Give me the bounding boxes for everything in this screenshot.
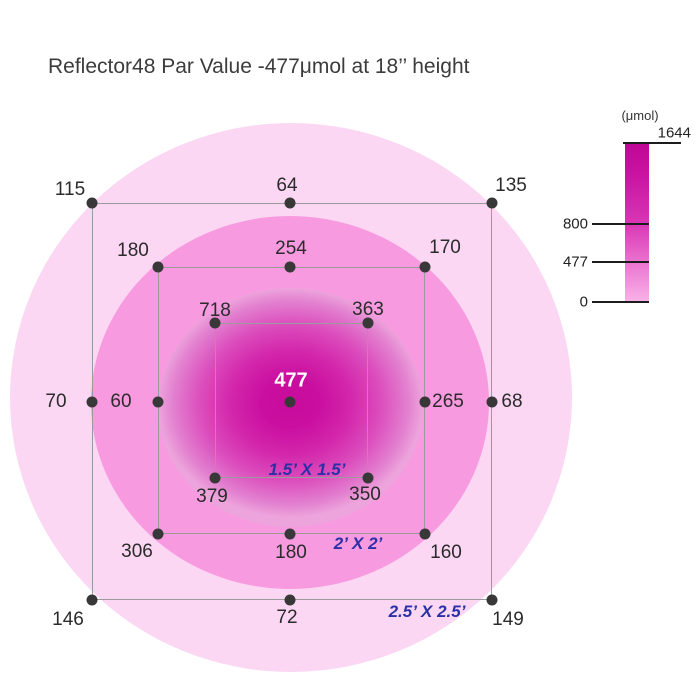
middle-bottom-mid-dot: [284, 528, 296, 540]
middle-top-right-dot: [419, 261, 431, 273]
outer-bottom-right-dot: [486, 594, 498, 606]
outer-bottom-left-value: 146: [52, 609, 84, 630]
outer-top-left-dot: [86, 197, 98, 209]
middle-mid-right-value: 265: [432, 391, 464, 412]
middle-top-left-value: 180: [117, 240, 149, 261]
outer-bottom-right-value: 149: [492, 609, 524, 630]
middle-top-mid-value: 254: [275, 238, 307, 259]
outer-top-mid-dot: [284, 197, 296, 209]
legend-tick-line-477: [592, 261, 649, 263]
inner-top-left-dot: [209, 317, 221, 329]
middle-bottom-left-value: 306: [121, 541, 153, 562]
inner-bottom-left-dot: [209, 472, 221, 484]
legend-tick-line-800: [592, 223, 649, 225]
legend-tick-line-0: [592, 301, 649, 303]
outer-mid-right-value: 68: [501, 391, 523, 412]
middle-mid-left-dot: [152, 396, 164, 408]
inner-top-left-value: 718: [199, 300, 231, 321]
inner-square: [215, 323, 368, 478]
inner-top-right-dot: [362, 317, 374, 329]
inner-square-area-label: 1.5’ X 1.5’: [268, 460, 346, 479]
legend-color-bar: [625, 143, 649, 302]
page-title: Reflector48 Par Value -477μmol at 18’’ h…: [48, 55, 470, 78]
middle-mid-left-value: 60: [110, 391, 132, 412]
middle-bottom-mid-value: 180: [275, 542, 307, 563]
middle-top-left-dot: [152, 261, 164, 273]
middle-top-right-value: 170: [429, 237, 461, 258]
legend-tick-label-1644: 1644: [657, 124, 691, 142]
legend-tick-label-0: 0: [579, 293, 588, 311]
inner-bottom-right-value: 350: [349, 484, 381, 505]
middle-top-mid-dot: [284, 261, 296, 273]
middle-bottom-right-dot: [419, 528, 431, 540]
middle-mid-right-dot: [419, 396, 431, 408]
middle-bottom-left-dot: [152, 528, 164, 540]
middle-bottom-right-value: 160: [430, 542, 462, 563]
inner-top-right-value: 363: [352, 299, 384, 320]
inner-bottom-left-value: 379: [196, 486, 228, 507]
outer-bottom-left-dot: [86, 594, 98, 606]
legend-tick-label-800: 800: [562, 215, 588, 233]
outer-mid-right-dot: [486, 396, 498, 408]
outer-mid-left-value: 70: [45, 391, 67, 412]
outer-top-right-value: 135: [495, 175, 527, 196]
outer-bottom-mid-value: 72: [276, 607, 298, 628]
middle-square-area-label: 2’ X 2’: [333, 534, 383, 553]
legend-tick-line-1644: [623, 142, 681, 144]
outer-square-area-label: 2.5’ X 2.5’: [388, 602, 466, 621]
legend-tick-label-477: 477: [562, 253, 588, 271]
outer-top-right-dot: [486, 197, 498, 209]
legend-unit-label: (μmol): [621, 108, 659, 123]
outer-bottom-mid-dot: [284, 594, 296, 606]
core-intensity-gradient: [158, 288, 423, 527]
center-dot: [284, 396, 296, 408]
outer-top-left-value: 115: [54, 179, 86, 200]
outer-mid-left-dot: [86, 396, 98, 408]
center-value: 477: [274, 369, 308, 392]
outer-top-mid-value: 64: [276, 175, 298, 196]
inner-bottom-right-dot: [362, 472, 374, 484]
